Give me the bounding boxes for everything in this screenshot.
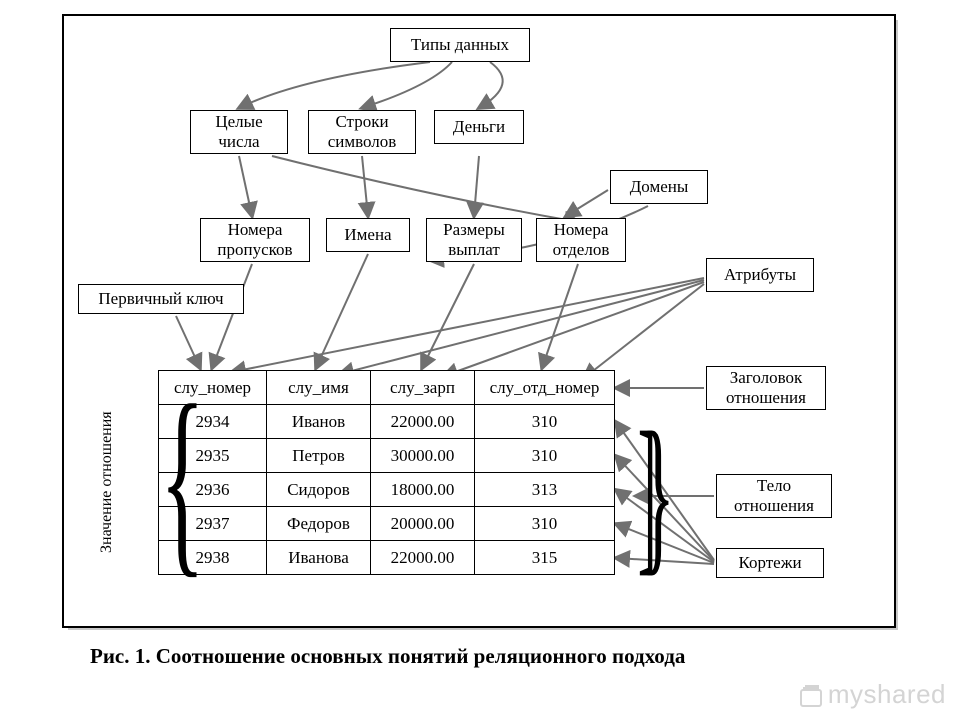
node-pkey: Первичный ключ bbox=[78, 284, 244, 314]
table-cell: Иванова bbox=[267, 541, 371, 575]
node-dept-no: Номера отделов bbox=[536, 218, 626, 262]
table-row: 2938Иванова22000.00315 bbox=[159, 541, 615, 575]
table-cell: 18000.00 bbox=[371, 473, 475, 507]
table-cell: 20000.00 bbox=[371, 507, 475, 541]
node-money: Деньги bbox=[434, 110, 524, 144]
node-tuples: Кортежи bbox=[716, 548, 824, 578]
table-cell: Сидоров bbox=[267, 473, 371, 507]
node-types: Типы данных bbox=[390, 28, 530, 62]
node-attrs: Атрибуты bbox=[706, 258, 814, 292]
brace-tuples-icon: ] bbox=[638, 406, 657, 581]
table-cell: Федоров bbox=[267, 507, 371, 541]
figure-caption: Рис. 1. Соотношение основных понятий рел… bbox=[90, 644, 685, 669]
table-header-cell: слу_зарп bbox=[371, 371, 475, 405]
brace-left-icon: { bbox=[160, 374, 205, 584]
table-cell: 310 bbox=[475, 439, 615, 473]
table-header-cell: слу_имя bbox=[267, 371, 371, 405]
table-header-cell: слу_отд_номер bbox=[475, 371, 615, 405]
node-pay: Размеры выплат bbox=[426, 218, 522, 262]
node-ints: Целые числа bbox=[190, 110, 288, 154]
table-cell: Петров bbox=[267, 439, 371, 473]
table-cell: 310 bbox=[475, 405, 615, 439]
node-strings: Строки символов bbox=[308, 110, 416, 154]
node-relbody: Тело отношения bbox=[716, 474, 832, 518]
table-cell: 313 bbox=[475, 473, 615, 507]
watermark: myshared bbox=[828, 679, 946, 710]
node-pass-no: Номера пропусков bbox=[200, 218, 310, 262]
node-relhead: Заголовок отношения bbox=[706, 366, 826, 410]
table-cell: 30000.00 bbox=[371, 439, 475, 473]
node-names: Имена bbox=[326, 218, 410, 252]
table-cell: Иванов bbox=[267, 405, 371, 439]
table-cell: 22000.00 bbox=[371, 541, 475, 575]
watermark-icon bbox=[798, 684, 828, 710]
table-row: 2934Иванов22000.00310 bbox=[159, 405, 615, 439]
side-label: Значение отношения bbox=[98, 382, 116, 582]
table-cell: 22000.00 bbox=[371, 405, 475, 439]
table-row: 2937Федоров20000.00310 bbox=[159, 507, 615, 541]
table-row: 2935Петров30000.00310 bbox=[159, 439, 615, 473]
table-cell: 310 bbox=[475, 507, 615, 541]
table-row: 2936Сидоров18000.00313 bbox=[159, 473, 615, 507]
node-domains: Домены bbox=[610, 170, 708, 204]
relation-table: слу_номерслу_имяслу_зарпслу_отд_номер293… bbox=[158, 370, 615, 575]
table-cell: 315 bbox=[475, 541, 615, 575]
